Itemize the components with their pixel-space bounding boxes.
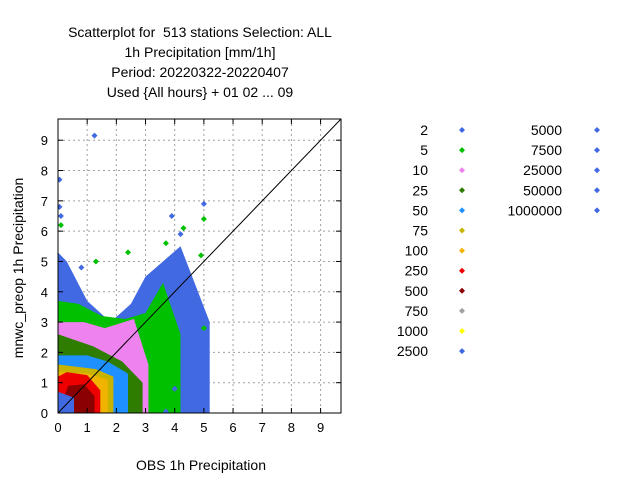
legend-label: 1000 [397,323,428,339]
legend-marker [459,287,465,294]
scatter-point [58,203,63,210]
y-tick-label: 2 [41,345,48,360]
legend-label: 5 [420,142,428,158]
scatter-point [200,216,207,223]
scatter-point [58,212,64,219]
legend-marker [594,207,600,214]
legend-marker [459,187,465,194]
scatter-point [200,200,207,207]
y-tick-label: 5 [41,254,48,269]
scatter-point [168,212,175,219]
legend-label: 2 [420,122,428,138]
title-line-3: Period: 20220322-20220407 [111,64,289,80]
legend-marker [594,167,600,174]
legend-label: 75 [412,223,428,239]
outlier-points [58,132,207,413]
y-tick-label: 6 [41,224,48,239]
x-tick-label: 2 [113,420,120,435]
legend-label: 50000 [523,182,562,198]
x-tick-label: 6 [229,420,236,435]
title-line-4: Used {All hours} + 01 02 ... 09 [106,84,294,100]
y-tick-label: 3 [41,315,48,330]
legend-marker [594,147,600,154]
chart-title: Scatterplot for 513 stations Selection: … [0,22,400,102]
scatter-point [58,222,64,229]
diagonal-line [57,118,342,414]
y-tick-label: 1 [41,376,48,391]
scatter-point [189,322,196,329]
legend-marker [459,267,465,274]
x-axis-label: OBS 1h Precipitation [136,457,266,473]
scatter-point [91,132,98,139]
legend-marker [459,247,465,254]
x-tick-label: 5 [200,420,207,435]
density-regions [58,246,210,413]
x-tick-label: 8 [288,420,295,435]
legend-label: 25 [412,182,428,198]
legend-label: 7500 [531,142,562,158]
x-tick-label: 1 [84,420,91,435]
scatter-point [180,225,187,232]
x-tick-label: 7 [259,420,266,435]
title-line-2: 1h Precipitation [mm/1h] [124,44,276,60]
legend-label: 10 [412,162,428,178]
legend-label: 250 [405,263,429,279]
scatter-point [197,252,204,259]
scatter-point [162,408,169,413]
y-tick-label: 0 [41,406,48,421]
density-region-2500-9 [58,391,74,413]
legend-label: 750 [405,303,429,319]
scatter-point [125,249,132,256]
axis-ticks: 0 1 2 3 4 5 6 7 8 9 0 1 2 3 4 5 6 7 8 9 [41,119,341,435]
legend-label: 5000 [531,122,562,138]
x-tick-label: 3 [142,420,149,435]
legend-marker [459,227,465,234]
legend-marker [459,147,465,154]
legend-marker [459,127,465,133]
scatter-point [78,264,85,271]
scatter-point [177,231,184,238]
scatter-point [171,385,178,392]
legend-marker [594,187,600,194]
plot-frame [57,118,342,414]
legend-label: 1000000 [507,202,562,218]
x-tick-label: 9 [317,420,324,435]
y-tick-label: 9 [41,133,48,148]
y-tick-label: 8 [41,164,48,179]
legend-label: 500 [405,283,429,299]
scatter-point [180,376,187,383]
legend: 2510255075100250500750100025005000750025… [397,122,600,359]
legend-label: 50 [412,202,428,218]
legend-marker [459,307,465,314]
scatter-point [92,258,99,265]
scatter-point [200,325,207,332]
y-tick-label: 7 [41,194,48,209]
x-tick-label: 4 [171,420,178,435]
legend-label: 100 [405,243,429,259]
x-tick-label: 0 [54,420,61,435]
legend-marker [459,328,465,334]
legend-marker [459,167,465,174]
y-axis-label: mnwc_preop 1h Precipitation [10,178,26,359]
legend-label: 25000 [523,162,562,178]
scatter-point [162,240,169,247]
y-tick-label: 4 [41,285,48,300]
title-line-1: Scatterplot for 513 stations Selection: … [68,24,332,40]
legend-marker [459,348,465,355]
legend-marker [459,207,465,214]
legend-marker [594,127,600,133]
scatter-point [58,176,63,183]
legend-label: 2500 [397,343,428,359]
